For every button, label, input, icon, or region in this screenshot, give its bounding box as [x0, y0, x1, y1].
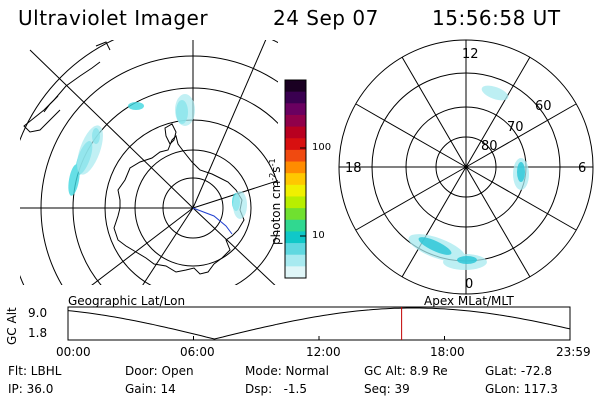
colorbar-band [285, 173, 306, 186]
colorbar-band [285, 114, 306, 128]
timeline-ytick-top: 9.0 [28, 306, 48, 320]
colorbar [284, 79, 307, 279]
colorbar-band [285, 243, 306, 256]
colorbar-band [285, 103, 306, 116]
colorbar-gradient [285, 80, 306, 279]
mlt-label-18: 18 [345, 161, 362, 176]
mlat-label-70: 70 [507, 120, 524, 135]
glon-info: GLon: 117.3 [485, 382, 558, 396]
colorbar-band [285, 219, 306, 232]
timeline-xtick-1: 06:00 [180, 345, 215, 359]
ip-info: IP: 36.0 [8, 382, 54, 396]
colorbar-label-sup2: -1 [268, 158, 277, 167]
timeline-xtick-2: 12:00 [306, 345, 341, 359]
timeline-xtick-4: 23:59 [556, 345, 591, 359]
seq-info: Seq: 39 [364, 382, 410, 396]
timeline-ylabel: GC Alt [5, 307, 19, 345]
magnetic-map: 12 18 6 0 60 70 80 [338, 39, 594, 295]
altitude-curve-line [67, 307, 571, 340]
colorbar-band [285, 149, 306, 163]
app-title: Ultraviolet Imager [18, 6, 209, 30]
colorbar-band [285, 91, 306, 104]
colorbar-band [285, 161, 306, 174]
colorbar-band [285, 254, 306, 267]
mlt-label-6: 6 [578, 161, 586, 176]
timeline-xtick-0: 00:00 [56, 345, 91, 359]
colorbar-tick-10: 10 [312, 230, 325, 241]
apex-label: Apex MLat/MLT [424, 294, 514, 308]
altitude-timeline [67, 306, 571, 341]
mlt-label-12: 12 [462, 47, 479, 62]
colorbar-label-mid: s [269, 166, 283, 173]
mlt-label-0: 0 [465, 277, 473, 292]
timeline-ytick-bottom: 1.8 [28, 326, 48, 340]
altitude-curve [67, 307, 571, 340]
time-label: 15:56:58 UT [432, 6, 561, 30]
colorbar-label: photon cm-2s-1 [268, 158, 283, 245]
gain-info: Gain: 14 [125, 382, 176, 396]
gc-alt-info: GC Alt: 8.9 Re [364, 364, 448, 378]
mlat-label-80: 80 [481, 139, 498, 154]
colorbar-band [285, 126, 306, 139]
colorbar-band [285, 196, 306, 209]
timeline-xtick-3: 18:00 [430, 345, 465, 359]
door-info: Door: Open [125, 364, 194, 378]
filter-info: Flt: LBHL [8, 364, 62, 378]
colorbar-band [285, 208, 306, 221]
colorbar-label-sup1: -2 [268, 172, 277, 181]
colorbar-band [285, 80, 306, 93]
colorbar-band [285, 138, 306, 151]
colorbar-label-main: photon cm [269, 180, 283, 245]
dsp-info: Dsp: -1.5 [245, 382, 308, 396]
mode-info: Mode: Normal [245, 364, 329, 378]
glat-info: GLat: -72.8 [485, 364, 552, 378]
geographic-label: Geographic Lat/Lon [68, 294, 186, 308]
colorbar-band [285, 231, 306, 244]
colorbar-band [285, 184, 306, 197]
colorbar-tick-100: 100 [312, 142, 332, 153]
mlat-label-60: 60 [535, 99, 552, 114]
colorbar-band [285, 266, 306, 279]
date-label: 24 Sep 07 [273, 6, 379, 30]
geographic-map [20, 40, 278, 285]
